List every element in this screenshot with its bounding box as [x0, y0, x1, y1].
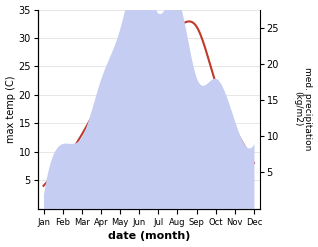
- Y-axis label: med. precipitation
(kg/m2): med. precipitation (kg/m2): [293, 67, 313, 151]
- X-axis label: date (month): date (month): [107, 231, 190, 242]
- Y-axis label: max temp (C): max temp (C): [5, 75, 16, 143]
